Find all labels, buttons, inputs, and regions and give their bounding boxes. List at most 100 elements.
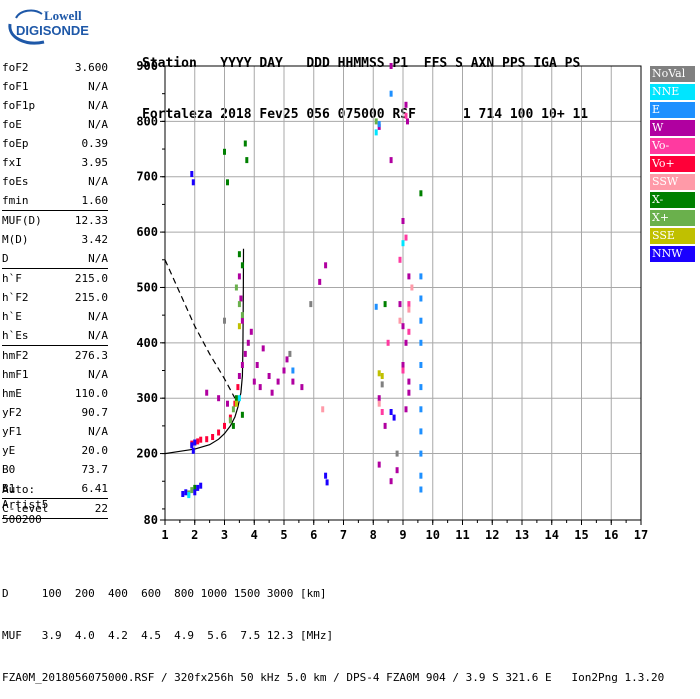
echo-point: [237, 273, 241, 280]
echo-point: [325, 479, 329, 486]
echo-point: [205, 436, 209, 443]
param-name: fxI: [2, 156, 22, 169]
echo-point: [193, 484, 197, 491]
echo-point: [226, 179, 229, 186]
y-tick-label: 300: [136, 391, 158, 405]
param-row: B1 6.41: [2, 479, 108, 498]
echo-point: [240, 317, 244, 324]
param-row: foF1p N/A: [2, 96, 108, 115]
param-name: hmF2: [2, 349, 29, 362]
param-value: 3.95: [81, 156, 109, 169]
echo-point: [240, 362, 244, 368]
echo-point: [389, 157, 393, 164]
x-tick-label: 6: [310, 528, 317, 542]
echo-point: [318, 278, 322, 285]
param-name: hmE: [2, 387, 22, 400]
echo-point: [419, 273, 423, 280]
y-tick-label: 500: [136, 280, 158, 294]
echo-point: [392, 414, 396, 421]
param-name: foE: [2, 118, 22, 131]
param-value: N/A: [88, 99, 108, 112]
param-name: D: [2, 252, 9, 265]
echo-point: [395, 450, 399, 457]
param-name: h`F2: [2, 291, 29, 304]
param-value: 22: [94, 502, 108, 515]
x-tick-label: 15: [574, 528, 588, 542]
echo-point: [282, 367, 286, 374]
echo-point: [419, 472, 423, 479]
echo-point: [374, 118, 378, 125]
echo-point: [410, 284, 414, 291]
x-tick-label: 3: [221, 528, 228, 542]
echo-point: [374, 303, 378, 310]
y-tick-label: 900: [136, 59, 158, 73]
echo-point: [389, 90, 393, 97]
param-row: M(D) 3.42: [2, 230, 108, 249]
echo-point: [321, 406, 325, 413]
legend-item: W: [650, 120, 695, 136]
x-tick-label: 9: [399, 528, 406, 542]
param-name: foF1p: [2, 99, 36, 112]
echo-point: [193, 439, 197, 446]
footer-file-info: FZA0M_2018056075000.RSF / 320fx256h 50 k…: [2, 671, 665, 684]
echo-point: [196, 438, 200, 445]
param-value: 20.0: [81, 444, 109, 457]
x-tick-label: 4: [251, 528, 258, 542]
echo-point: [398, 256, 402, 263]
echo-point: [401, 323, 405, 330]
echo-point: [300, 384, 304, 391]
echo-point: [237, 395, 241, 402]
param-value: N/A: [88, 175, 108, 188]
echo-point: [187, 492, 191, 499]
param-value: 0.39: [81, 137, 109, 150]
param-value: 3.42: [81, 233, 109, 246]
polarization-legend: NoVal NNE E W Vo- Vo+ SSW X- X+ SSE NNW: [650, 66, 695, 264]
param-row: B0 73.7: [2, 460, 108, 479]
param-value: 90.7: [81, 406, 109, 419]
echo-point: [401, 218, 405, 224]
echo-point: [401, 367, 405, 374]
echo-point: [398, 301, 402, 308]
param-row: yF1 N/A: [2, 422, 108, 441]
echo-point: [419, 362, 423, 368]
param-name: hmF1: [2, 368, 29, 381]
echo-point: [243, 140, 247, 147]
x-tick-label: 2: [191, 528, 198, 542]
param-row: foF1 N/A: [2, 77, 108, 96]
echo-point: [285, 356, 289, 363]
echo-point: [223, 148, 226, 155]
param-value: N/A: [88, 425, 108, 438]
echo-point: [419, 406, 423, 413]
param-separator: [2, 210, 108, 211]
echo-point: [191, 447, 195, 454]
echo-point: [223, 317, 226, 324]
echo-point: [249, 328, 253, 335]
chart-points: [181, 63, 423, 499]
param-name: foEs: [2, 175, 29, 188]
echo-point: [237, 373, 241, 379]
param-name: h`F: [2, 272, 22, 285]
echo-point: [228, 417, 232, 424]
chart-axes: 1 2 3 4 5 6 7 8 9 10 11 12 13 14 15 16 17802003004005006…: [136, 59, 648, 542]
param-name: h`E: [2, 310, 22, 323]
echo-point: [190, 442, 194, 449]
param-row: D N/A: [2, 249, 108, 268]
param-value: 12.33: [74, 214, 108, 227]
x-tick-label: 8: [370, 528, 377, 542]
ionogram-footer: D 100 200 400 600 800 1000 1500 3000 [km…: [2, 559, 664, 699]
param-name: foEp: [2, 137, 29, 150]
echo-point: [240, 411, 244, 418]
param-separator: [2, 518, 108, 519]
echo-point: [419, 450, 423, 457]
echo-point: [419, 486, 423, 493]
param-value: 73.7: [81, 463, 109, 476]
echo-point: [240, 312, 244, 319]
x-tick-label: 1: [161, 528, 168, 542]
echo-point: [237, 323, 241, 330]
echo-point: [288, 350, 292, 357]
param-value: 215.0: [74, 272, 108, 285]
echo-point: [389, 478, 393, 485]
param-row: h`F 215.0: [2, 269, 108, 288]
legend-item: NoVal: [650, 66, 695, 82]
echo-point: [211, 434, 215, 440]
